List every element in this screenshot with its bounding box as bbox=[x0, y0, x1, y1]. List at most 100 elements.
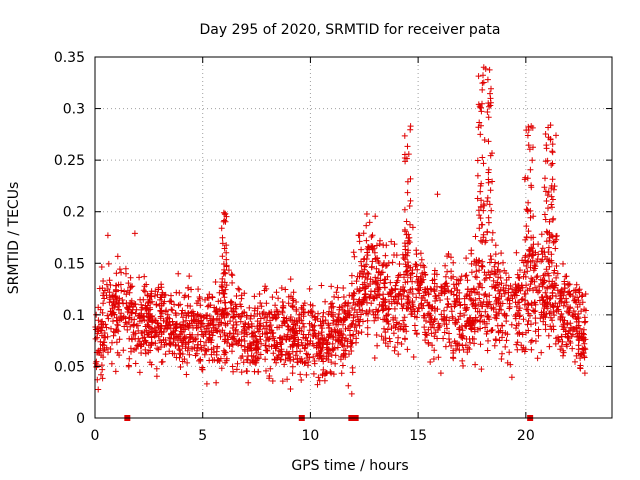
data-point bbox=[346, 327, 353, 334]
data-point bbox=[485, 337, 491, 344]
data-point bbox=[444, 268, 451, 275]
data-point bbox=[289, 302, 296, 309]
data-point bbox=[113, 326, 120, 333]
data-point bbox=[218, 225, 225, 232]
data-point bbox=[434, 191, 441, 198]
data-points bbox=[92, 64, 589, 397]
data-point bbox=[495, 274, 502, 281]
data-point bbox=[526, 285, 533, 292]
data-point bbox=[258, 303, 265, 310]
data-point bbox=[210, 322, 217, 329]
data-point bbox=[484, 198, 491, 205]
data-point bbox=[303, 371, 310, 378]
data-point bbox=[503, 282, 510, 289]
data-point bbox=[569, 325, 576, 332]
data-point bbox=[106, 289, 113, 296]
data-point bbox=[202, 347, 209, 354]
data-point bbox=[487, 102, 494, 109]
data-point bbox=[527, 264, 534, 271]
data-point bbox=[299, 320, 306, 327]
data-point bbox=[519, 346, 526, 353]
data-point bbox=[135, 342, 142, 348]
data-point bbox=[384, 326, 391, 333]
data-point bbox=[418, 301, 424, 308]
data-point bbox=[177, 351, 184, 358]
data-point bbox=[172, 327, 179, 334]
data-point bbox=[380, 295, 387, 302]
y-axis-label: SRMTID / TECUs bbox=[6, 182, 22, 295]
data-point bbox=[522, 290, 529, 297]
data-point bbox=[561, 278, 568, 285]
data-point bbox=[124, 326, 131, 333]
data-point bbox=[475, 260, 482, 267]
data-point bbox=[309, 302, 316, 309]
data-point bbox=[400, 255, 407, 261]
data-point bbox=[495, 260, 502, 267]
data-point bbox=[148, 313, 155, 320]
data-point bbox=[100, 300, 107, 307]
data-point bbox=[540, 318, 547, 325]
data-point bbox=[549, 292, 556, 299]
data-point bbox=[382, 252, 389, 259]
data-point bbox=[238, 292, 245, 299]
data-point bbox=[373, 242, 380, 249]
data-point bbox=[548, 193, 555, 200]
data-point bbox=[493, 315, 500, 322]
data-point bbox=[439, 290, 445, 297]
data-point bbox=[501, 290, 508, 297]
data-point bbox=[297, 371, 304, 378]
data-point bbox=[194, 311, 201, 318]
data-point bbox=[579, 292, 586, 299]
data-point bbox=[369, 258, 376, 265]
data-point bbox=[188, 286, 195, 293]
data-point bbox=[437, 370, 444, 377]
data-point bbox=[219, 327, 226, 334]
data-point bbox=[318, 282, 325, 289]
data-point bbox=[547, 301, 554, 308]
data-point bbox=[487, 187, 494, 194]
data-point bbox=[504, 359, 511, 366]
data-point bbox=[189, 308, 196, 315]
data-point bbox=[272, 312, 278, 319]
data-point bbox=[311, 360, 318, 367]
data-point bbox=[390, 316, 397, 323]
data-point bbox=[376, 284, 383, 291]
data-point bbox=[381, 325, 387, 332]
data-point bbox=[438, 311, 445, 318]
data-point bbox=[448, 254, 454, 261]
data-point bbox=[535, 251, 542, 258]
data-point bbox=[349, 305, 355, 312]
data-point bbox=[444, 325, 450, 332]
data-point bbox=[512, 299, 519, 306]
data-point bbox=[396, 261, 403, 267]
data-point bbox=[407, 271, 414, 278]
data-point bbox=[579, 335, 586, 342]
data-point bbox=[350, 249, 357, 256]
data-point bbox=[118, 287, 125, 294]
data-point bbox=[386, 298, 393, 305]
data-point bbox=[355, 330, 362, 337]
data-point bbox=[386, 289, 393, 296]
data-point bbox=[401, 151, 408, 158]
data-point bbox=[193, 335, 199, 342]
data-point bbox=[223, 256, 230, 263]
data-point bbox=[546, 218, 553, 225]
data-point bbox=[176, 347, 183, 354]
data-point bbox=[105, 349, 111, 356]
data-point bbox=[432, 329, 439, 336]
data-point bbox=[274, 354, 281, 360]
data-point bbox=[487, 301, 494, 308]
data-point bbox=[549, 317, 556, 324]
data-point bbox=[442, 343, 449, 350]
data-point bbox=[476, 212, 483, 219]
data-point bbox=[563, 299, 570, 306]
data-point bbox=[120, 347, 127, 354]
data-point bbox=[494, 279, 501, 286]
data-point bbox=[549, 216, 556, 223]
data-point bbox=[387, 338, 394, 345]
data-point bbox=[426, 314, 433, 321]
data-point bbox=[513, 325, 519, 332]
data-point bbox=[372, 314, 379, 321]
data-point bbox=[471, 324, 478, 331]
